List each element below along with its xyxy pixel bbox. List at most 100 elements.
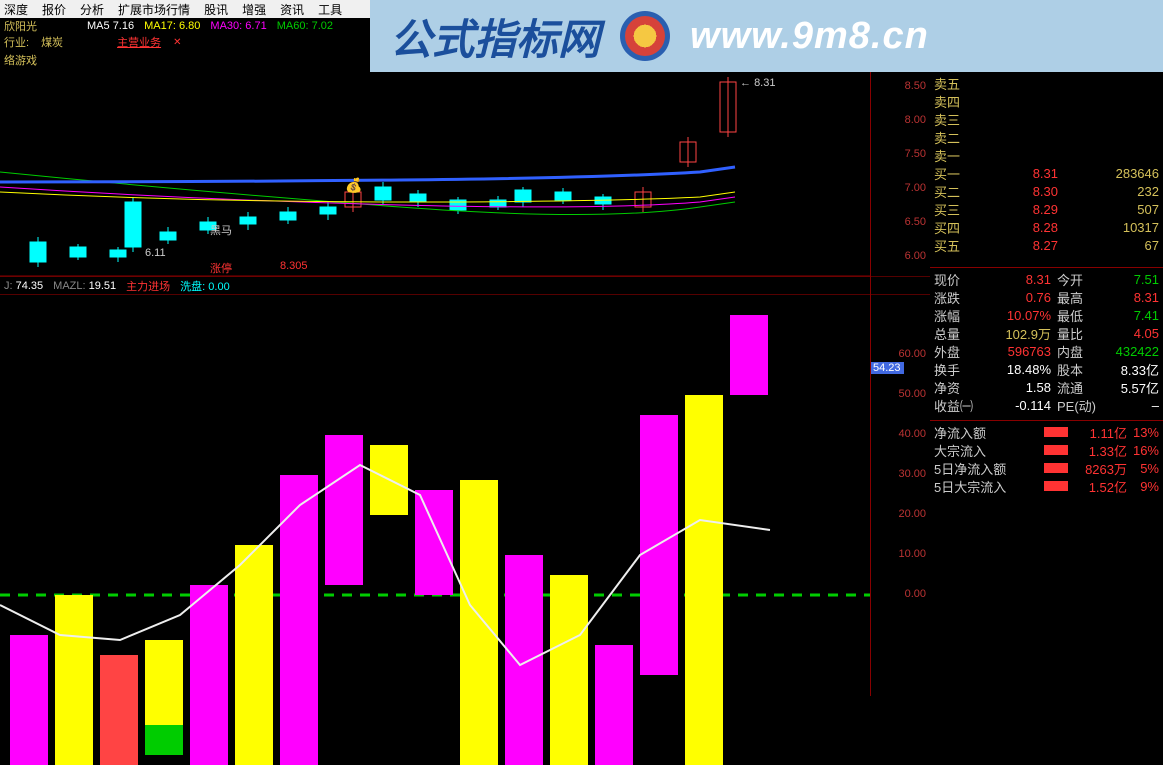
banner-title: 公式指标网: [390, 6, 600, 67]
ask-row: 卖四: [934, 92, 1159, 110]
stat-row: 换手18.48%股本8.33亿: [934, 360, 1159, 378]
top-axis-2: 7.50: [895, 148, 926, 160]
flow-pct: 16%: [1127, 443, 1159, 458]
stat-v1: 8.31: [989, 272, 1051, 287]
money-bag-icon: 💰: [345, 177, 362, 194]
bid-row: 买二 8.30 232: [934, 182, 1159, 200]
ask-row: 卖一: [934, 146, 1159, 164]
flow-bar: [1044, 463, 1068, 473]
bid-label: 买一: [934, 164, 972, 183]
wash-label: 洗盘: 0.00: [180, 278, 230, 294]
bid-label: 买五: [934, 236, 972, 255]
stat-k2: 今开: [1051, 270, 1091, 289]
stat-k2: 股本: [1051, 360, 1091, 379]
indicator-svg: [0, 295, 870, 765]
industry-value: 煤炭: [41, 34, 63, 50]
right-panel: 卖五卖四卖三卖二卖一 买一8.31283646买二8.30232买三8.2950…: [930, 72, 1163, 696]
flow-label: 大宗流入: [934, 441, 1040, 460]
bid-row: 买五8.2767: [934, 236, 1159, 254]
stat-k1: 现价: [934, 270, 989, 289]
top-axis-1: 8.00: [895, 114, 926, 126]
bid-row: 买四 8.28 10317: [934, 218, 1159, 236]
banner-url: www.9m8.cn: [690, 15, 929, 58]
menu-tools[interactable]: 工具: [318, 1, 342, 18]
menu-depth[interactable]: 深度: [4, 1, 28, 18]
flow-bar: [1044, 445, 1068, 455]
bid-label: 买四: [934, 218, 972, 237]
indicator-header: J: 74.35 MAZL: 19.51 主力进场 洗盘: 0.00: [0, 277, 930, 295]
bid-vol: 507: [1084, 202, 1159, 217]
indicator-chart[interactable]: [0, 295, 930, 696]
main-business[interactable]: 主营业务: [117, 34, 161, 50]
bid-row: 买一8.31283646: [934, 164, 1159, 182]
crosshair-v: [870, 72, 871, 696]
menu-quote[interactable]: 报价: [42, 1, 66, 18]
stat-row: 涨跌0.76最高8.31: [934, 288, 1159, 306]
bot-current: 54.23: [870, 362, 904, 374]
stat-v2: –: [1091, 398, 1159, 413]
bid-vol: 283646: [1084, 166, 1159, 181]
bid-label: 买二: [934, 182, 972, 201]
flow-bar: [1044, 481, 1068, 491]
ask-label: 卖五: [934, 74, 972, 93]
mazl-indicator: MAZL: 19.51: [53, 280, 116, 292]
close-icon[interactable]: ✕: [173, 37, 181, 48]
chart-area: ← 8.31 6.11 黑马 涨停 8.305 💰 8.50 8.00 7.50…: [0, 72, 930, 696]
flow-val: 1.52亿: [1072, 477, 1127, 496]
flow-val: 1.11亿: [1072, 423, 1127, 442]
stat-k2: 最低: [1051, 306, 1091, 325]
ask-label: 卖二: [934, 128, 972, 147]
stat-v1: 10.07%: [989, 308, 1051, 323]
dark-horse-label: 黑马: [210, 222, 232, 238]
bid-price: 8.30: [998, 184, 1058, 199]
flow-label: 5日净流入额: [934, 459, 1040, 478]
flow-pct: 5%: [1127, 461, 1159, 476]
stat-row: 总量102.9万量比4.05: [934, 324, 1159, 342]
ask-row: 卖三: [934, 110, 1159, 128]
bot-axis-2: 40.00: [895, 428, 926, 440]
menu-stocknews[interactable]: 股讯: [204, 1, 228, 18]
ask-label: 卖一: [934, 146, 972, 165]
ma17-label: MA17: 6.80: [144, 20, 200, 32]
flow-bar: [1044, 427, 1068, 437]
watermark-banner: 公式指标网 www.9m8.cn: [370, 0, 1163, 72]
stat-k1: 换手: [934, 360, 989, 379]
main-entry-label: 主力进场: [126, 278, 170, 294]
peak-label: ← 8.31: [740, 77, 775, 89]
banner-logo: [620, 11, 670, 61]
stat-v1: 18.48%: [989, 362, 1051, 377]
bid-price: 8.28: [998, 220, 1058, 235]
flow-val: 8263万: [1072, 459, 1127, 478]
flow-label: 5日大宗流入: [934, 477, 1040, 496]
menu-ext[interactable]: 扩展市场行情: [118, 1, 190, 18]
menu-analyze[interactable]: 分析: [80, 1, 104, 18]
stat-v2: 8.31: [1091, 290, 1159, 305]
stat-k1: 涨幅: [934, 306, 989, 325]
bid-row: 买三8.29507: [934, 200, 1159, 218]
bot-axis-5: 10.00: [895, 548, 926, 560]
stat-k2: 内盘: [1051, 342, 1091, 361]
stat-v2: 7.51: [1091, 272, 1159, 287]
stock-name: 欣阳光: [4, 18, 37, 34]
flow-row: 5日净流入额 8263万5%: [934, 459, 1159, 477]
flow-row: 大宗流入1.33亿16%: [934, 441, 1159, 459]
bid-vol: 232: [1084, 184, 1159, 199]
stat-v2: 8.33亿: [1091, 360, 1159, 379]
low-label: 6.11: [145, 247, 166, 259]
bot-axis-1: 50.00: [895, 388, 926, 400]
flow-row: 5日大宗流入1.52亿9%: [934, 477, 1159, 495]
candlestick-chart[interactable]: ← 8.31 6.11 黑马 涨停 8.305 💰: [0, 72, 930, 277]
bid-vol: 10317: [1084, 220, 1159, 235]
menu-enhance[interactable]: 增强: [242, 1, 266, 18]
flow-row: 净流入额1.11亿13%: [934, 423, 1159, 441]
stat-row: 收益㈠-0.114PE(动)–: [934, 396, 1159, 414]
ma5-label: MA5 7.16: [87, 20, 134, 32]
stat-v1: 1.58: [989, 380, 1051, 395]
top-axis-0: 8.50: [895, 80, 926, 92]
order-book: 卖五卖四卖三卖二卖一 买一8.31283646买二 8.30 232买三8.2950…: [930, 72, 1163, 256]
bid-vol: 67: [1084, 238, 1159, 253]
menu-info[interactable]: 资讯: [280, 1, 304, 18]
stat-k1: 净资: [934, 378, 989, 397]
ask-label: 卖四: [934, 92, 972, 111]
industry-row: 行业: 煤炭 主营业务 ✕: [0, 34, 185, 50]
